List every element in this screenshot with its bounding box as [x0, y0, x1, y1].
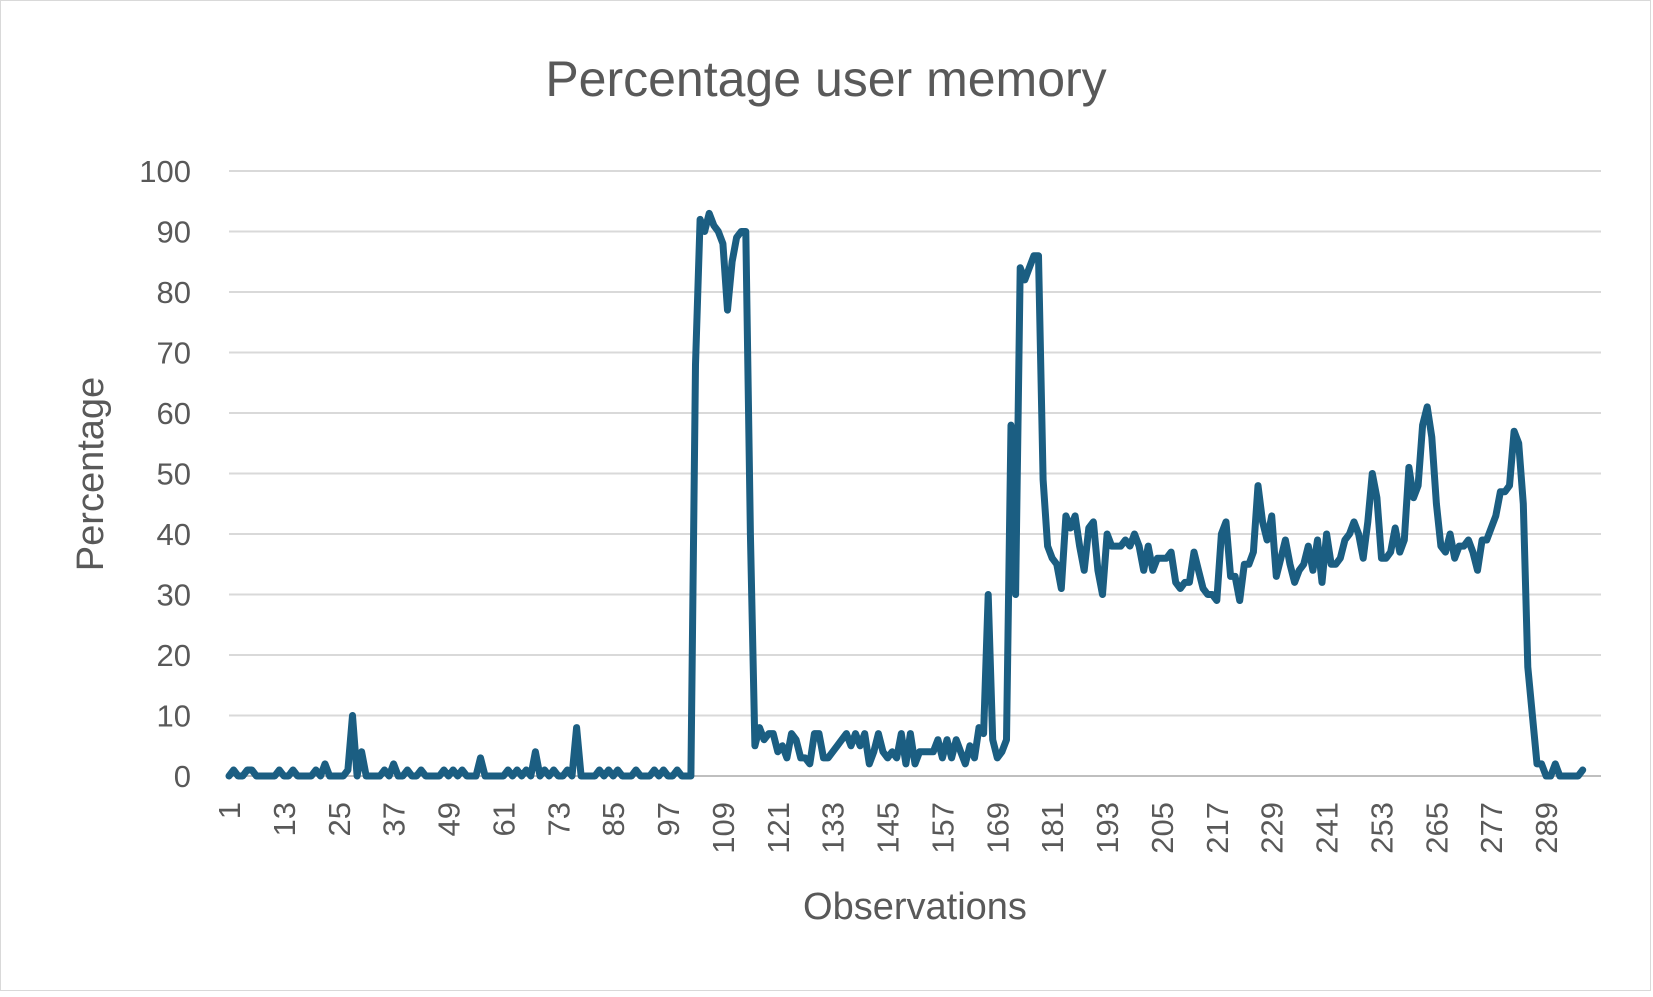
- x-tick-label: 1: [212, 802, 247, 819]
- x-tick-label: 37: [377, 802, 412, 836]
- x-axis-ticks: 1 13 25 37 49 61 73 85 97 109 121 133 145 157 169 181 19…: [212, 802, 1564, 854]
- x-tick-label: 97: [651, 802, 686, 836]
- y-tick-label: 20: [157, 638, 191, 673]
- y-axis-title: Percentage: [70, 377, 112, 571]
- y-tick-label: 0: [174, 759, 191, 794]
- x-tick-label: 289: [1529, 802, 1564, 854]
- x-tick-label: 109: [706, 802, 741, 854]
- x-tick-label: 193: [1090, 802, 1125, 854]
- series-line-0: [225, 209, 1587, 780]
- x-tick-label: 13: [267, 802, 302, 836]
- x-tick-label: 157: [925, 802, 960, 854]
- x-tick-label: 169: [980, 802, 1015, 854]
- y-tick-label: 80: [157, 275, 191, 310]
- y-tick-label: 10: [157, 699, 191, 734]
- y-tick-label: 40: [157, 517, 191, 552]
- x-tick-label: 181: [1035, 802, 1070, 854]
- y-tick-label: 30: [157, 578, 191, 613]
- x-tick-label: 121: [761, 802, 796, 854]
- chart-title: Percentage user memory: [545, 51, 1106, 107]
- x-tick-label: 217: [1200, 802, 1235, 854]
- x-tick-label: 25: [322, 802, 357, 836]
- y-tick-label: 60: [157, 396, 191, 431]
- gridlines: [229, 170, 1601, 777]
- x-tick-label: 145: [871, 802, 906, 854]
- x-tick-label: 85: [596, 802, 631, 836]
- y-axis-ticks: 0 10 20 30 40 50 60 70 80 90 100: [139, 154, 191, 794]
- x-tick-label: 205: [1145, 802, 1180, 854]
- x-tick-label: 133: [816, 802, 851, 854]
- y-tick-label: 90: [157, 215, 191, 250]
- x-tick-label: 241: [1310, 802, 1345, 854]
- x-tick-label: 73: [541, 802, 576, 836]
- x-tick-label: 61: [486, 802, 521, 836]
- x-tick-label: 253: [1364, 802, 1399, 854]
- y-tick-label: 50: [157, 457, 191, 492]
- x-axis-title: Observations: [803, 886, 1027, 928]
- x-tick-label: 265: [1419, 802, 1454, 854]
- x-tick-label: 277: [1474, 802, 1509, 854]
- series-layer: [225, 209, 1587, 780]
- x-tick-label: 229: [1255, 802, 1290, 854]
- x-tick-label: 49: [432, 802, 467, 836]
- y-tick-label: 100: [139, 154, 191, 189]
- y-tick-label: 70: [157, 336, 191, 371]
